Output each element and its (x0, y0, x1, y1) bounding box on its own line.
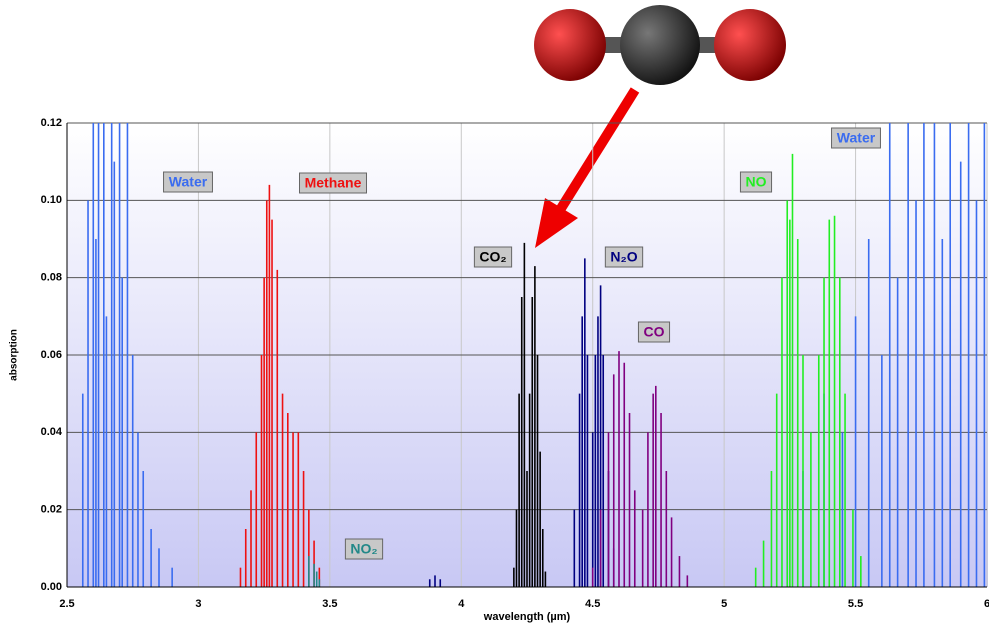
legend-label-box (637, 321, 671, 343)
x-tick-label: 4 (458, 598, 465, 610)
legend-label: N₂O (610, 249, 637, 265)
legend-label-box (163, 171, 213, 193)
legend-label-box (473, 246, 513, 268)
y-tick-label: 0.06 (41, 349, 62, 361)
legend-label: Water (169, 174, 208, 190)
legend-label: CO₂ (479, 249, 506, 265)
x-tick-label: 5 (721, 598, 727, 610)
y-tick-label: 0.08 (41, 272, 62, 284)
spectra (81, 123, 986, 587)
y-tick-label: 0.12 (41, 117, 62, 129)
legend-label-box (604, 246, 644, 268)
arrow (535, 87, 640, 248)
x-tick-label: 3 (195, 598, 201, 610)
y-tick-label: 0.02 (41, 504, 62, 516)
x-tick-label: 2.5 (59, 598, 74, 610)
legend-label: NO₂ (350, 541, 377, 557)
legend-label: NO (746, 174, 767, 190)
legend-label: CO (644, 324, 665, 340)
y-axis-label: absorption (9, 329, 20, 381)
x-tick-label: 5.5 (848, 598, 863, 610)
legend-label-box (739, 171, 773, 193)
legend-label-box (299, 172, 367, 194)
legend-label-box (344, 538, 384, 560)
legend-label: Methane (305, 175, 362, 191)
y-tick-label: 0.00 (41, 581, 62, 593)
x-tick-label: 6 (984, 598, 989, 610)
annotation-box (831, 127, 881, 149)
y-tick-label: 0.04 (41, 426, 63, 438)
x-tick-label: 3.5 (322, 598, 337, 610)
annotation: Water (837, 130, 876, 146)
molecule (534, 5, 786, 85)
x-tick-label: 4.5 (585, 598, 600, 610)
x-axis-label: wavelength (µm) (483, 611, 571, 623)
y-tick-label: 0.10 (41, 194, 62, 206)
